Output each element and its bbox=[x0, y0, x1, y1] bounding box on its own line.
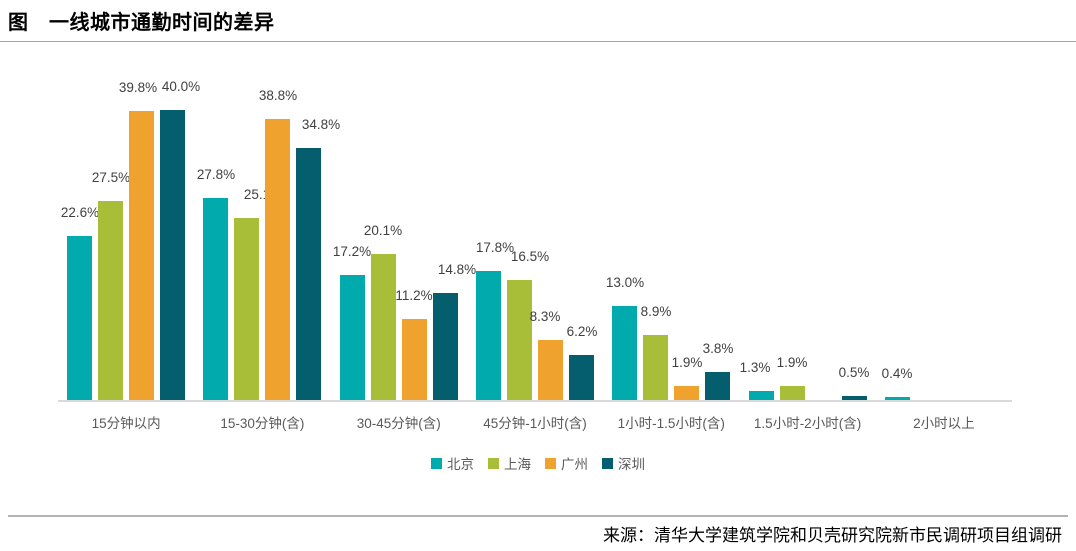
bar-series1-cat1 bbox=[234, 218, 259, 400]
legend-label: 北京 bbox=[447, 457, 474, 472]
value-label: 22.6% bbox=[60, 205, 100, 220]
bar-series2-cat0 bbox=[129, 111, 154, 400]
bar-series3-cat2 bbox=[433, 293, 458, 400]
legend-label: 深圳 bbox=[618, 457, 645, 472]
value-label: 3.8% bbox=[702, 341, 734, 356]
bar-series3-cat0 bbox=[160, 110, 185, 400]
bar-series3-cat1 bbox=[296, 148, 321, 400]
value-label: 40.0% bbox=[161, 79, 201, 94]
bar-series0-cat2 bbox=[340, 275, 365, 400]
legend-item-2: 广州 bbox=[545, 453, 588, 473]
x-axis-label: 15-30分钟(含) bbox=[220, 416, 305, 431]
x-axis-label: 1.5小时-2小时(含) bbox=[753, 416, 862, 431]
legend: 北京 上海 广州 深圳 bbox=[0, 453, 1076, 473]
value-label: 1.9% bbox=[671, 355, 703, 370]
bar-series1-cat2 bbox=[371, 254, 396, 400]
legend-swatch-icon bbox=[431, 457, 442, 469]
x-axis-label: 15分钟以内 bbox=[91, 416, 161, 431]
legend-item-1: 上海 bbox=[488, 453, 531, 473]
bar-series0-cat5 bbox=[749, 391, 774, 400]
value-label: 38.8% bbox=[258, 88, 298, 103]
value-label: 0.5% bbox=[838, 365, 870, 380]
bar-series0-cat0 bbox=[67, 236, 92, 400]
source-note: 来源：清华大学建筑学院和贝壳研究院新市民调研项目组调研 bbox=[603, 526, 1062, 545]
value-label: 1.3% bbox=[739, 360, 771, 375]
value-label: 39.8% bbox=[118, 80, 158, 95]
value-label: 11.2% bbox=[395, 288, 433, 303]
legend-item-3: 深圳 bbox=[602, 453, 645, 473]
bar-series0-cat6 bbox=[885, 397, 910, 400]
bar-series3-cat5 bbox=[842, 396, 867, 400]
legend-label: 上海 bbox=[504, 457, 531, 472]
bar-series3-cat4 bbox=[705, 372, 730, 400]
bar-series0-cat4 bbox=[612, 306, 637, 400]
legend-swatch-icon bbox=[602, 457, 613, 469]
bar-series1-cat5 bbox=[780, 386, 805, 400]
bar-series1-cat0 bbox=[98, 201, 123, 400]
chart-title: 图 一线城市通勤时间的差异 bbox=[8, 12, 275, 34]
value-label: 0.4% bbox=[881, 366, 913, 381]
bar-series0-cat3 bbox=[476, 271, 501, 400]
value-label: 17.2% bbox=[332, 244, 372, 259]
value-label: 14.8% bbox=[437, 262, 477, 277]
value-label: 6.2% bbox=[566, 324, 598, 339]
value-label: 13.0% bbox=[605, 275, 645, 290]
bar-series2-cat2 bbox=[402, 319, 427, 400]
x-axis-label: 2小时以上 bbox=[913, 416, 975, 431]
bar-series2-cat4 bbox=[674, 386, 699, 400]
value-label: 8.3% bbox=[529, 309, 561, 324]
title-divider bbox=[0, 41, 1076, 42]
legend-swatch-icon bbox=[545, 457, 556, 469]
value-label: 20.1% bbox=[363, 223, 403, 238]
source-divider bbox=[8, 515, 1068, 517]
x-axis-line bbox=[58, 400, 1012, 402]
x-axis-label: 30-45分钟(含) bbox=[356, 416, 441, 431]
bar-series1-cat3 bbox=[507, 280, 532, 400]
value-label: 17.8% bbox=[475, 240, 515, 255]
legend-label: 广州 bbox=[561, 457, 588, 472]
bar-series3-cat3 bbox=[569, 355, 594, 400]
x-axis-label: 1小时-1.5小时(含) bbox=[617, 416, 725, 431]
bar-series2-cat3 bbox=[538, 340, 563, 400]
legend-swatch-icon bbox=[488, 457, 499, 469]
bar-series0-cat1 bbox=[203, 198, 228, 400]
value-label: 34.8% bbox=[301, 117, 341, 132]
legend-item-0: 北京 bbox=[431, 453, 474, 473]
x-axis-label: 45分钟-1小时(含) bbox=[483, 416, 587, 431]
value-label: 16.5% bbox=[510, 249, 550, 264]
bar-series1-cat4 bbox=[643, 335, 668, 400]
value-label: 27.8% bbox=[196, 167, 236, 182]
bar-series2-cat1 bbox=[265, 119, 290, 400]
value-label: 1.9% bbox=[776, 355, 808, 370]
value-label: 8.9% bbox=[640, 304, 672, 319]
value-label: 27.5% bbox=[91, 170, 131, 185]
